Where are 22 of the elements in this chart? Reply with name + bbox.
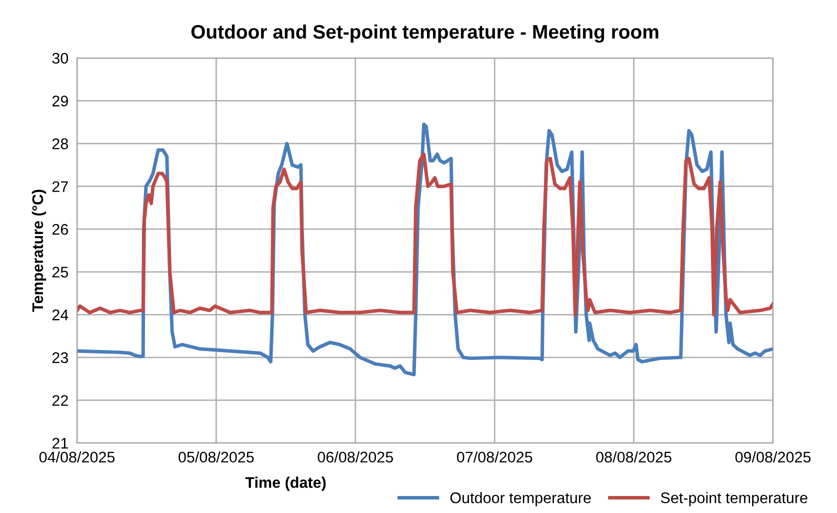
y-tick-label: 23: [52, 352, 68, 364]
y-tick-label: 24: [52, 310, 68, 320]
y-tick-label: 29: [52, 96, 68, 106]
x-tick-label: 08/08/2025: [596, 451, 672, 463]
x-axis-title: Time (date): [245, 476, 326, 491]
y-tick-label: 28: [52, 138, 68, 150]
x-tick-label: 06/08/2025: [318, 451, 393, 463]
y-tick-label: 30: [52, 52, 68, 64]
line-series: [77, 152, 773, 316]
y-tick-label: 26: [52, 224, 68, 235]
y-tick-label: 22: [52, 395, 68, 406]
x-tick-label: 09/08/2025: [735, 451, 811, 463]
x-tick-label: 07/08/2025: [456, 451, 532, 463]
legend-label: Outdoor temperature: [450, 492, 591, 506]
x-tick-label: 05/08/2025: [178, 451, 254, 463]
y-axis-title: Temperature (°C): [32, 190, 46, 312]
y-tick-label: 25: [52, 266, 68, 278]
y-tick-label: 21: [52, 438, 68, 449]
y-tick-label: 27: [52, 181, 68, 192]
legend-label: Set-point temperature: [660, 492, 808, 506]
x-tick-label: 04/08/2025: [39, 451, 115, 463]
chart-title: Outdoor and Set-point temperature - Meeting room: [191, 24, 658, 43]
